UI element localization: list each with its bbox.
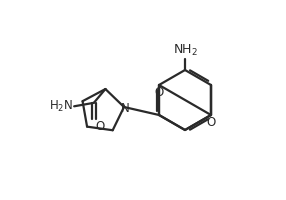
Text: NH$_2$: NH$_2$ — [172, 43, 198, 58]
Text: O: O — [206, 116, 216, 129]
Text: H$_2$N: H$_2$N — [49, 99, 73, 114]
Text: O: O — [154, 86, 164, 99]
Text: N: N — [121, 102, 129, 114]
Text: O: O — [96, 120, 105, 133]
